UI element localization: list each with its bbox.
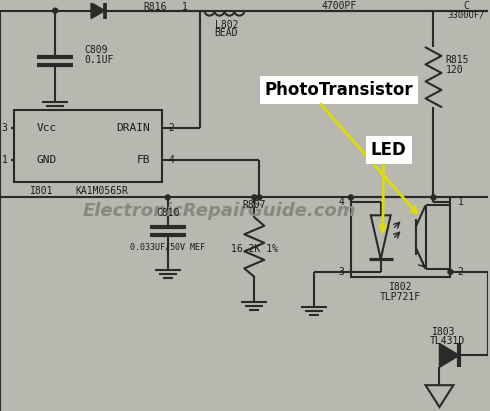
Text: I801: I801 xyxy=(30,187,54,196)
Text: 4700PF: 4700PF xyxy=(321,1,357,11)
Text: R807: R807 xyxy=(243,200,266,210)
Bar xyxy=(351,197,450,277)
Text: GND: GND xyxy=(36,155,56,165)
Bar xyxy=(14,110,162,182)
Text: C810: C810 xyxy=(156,208,179,218)
Text: 3: 3 xyxy=(338,267,344,277)
Polygon shape xyxy=(91,3,105,18)
Text: 0.033UF/50V MEF: 0.033UF/50V MEF xyxy=(130,242,205,252)
Circle shape xyxy=(448,270,453,275)
Text: L802: L802 xyxy=(215,20,238,30)
Circle shape xyxy=(53,8,58,13)
Text: 0.1UF: 0.1UF xyxy=(84,55,114,65)
Text: C809: C809 xyxy=(84,45,108,55)
Text: 3300UF/: 3300UF/ xyxy=(447,10,485,19)
Text: 1: 1 xyxy=(182,2,188,12)
Text: R815: R815 xyxy=(445,55,469,65)
Text: 16.2K 1%: 16.2K 1% xyxy=(231,244,278,254)
Circle shape xyxy=(257,195,262,200)
Text: 4: 4 xyxy=(169,155,174,165)
Text: 120: 120 xyxy=(445,65,463,75)
Text: KA1M0565R: KA1M0565R xyxy=(75,187,128,196)
Text: 1: 1 xyxy=(1,155,7,165)
Text: I802: I802 xyxy=(389,282,413,292)
Text: DRAIN: DRAIN xyxy=(116,123,150,133)
Text: 2: 2 xyxy=(457,267,463,277)
Text: ElectronicRepairGuide.com: ElectronicRepairGuide.com xyxy=(83,202,356,220)
Polygon shape xyxy=(440,344,459,367)
Text: 2: 2 xyxy=(169,123,174,133)
Text: R816: R816 xyxy=(143,2,167,12)
Text: LED: LED xyxy=(371,141,407,159)
Text: 4: 4 xyxy=(338,197,344,208)
Text: FB: FB xyxy=(136,155,150,165)
Text: TL431D: TL431D xyxy=(430,337,465,346)
Text: Vcc: Vcc xyxy=(36,123,56,133)
Circle shape xyxy=(165,195,170,200)
Text: C: C xyxy=(464,1,469,11)
Text: 1: 1 xyxy=(457,197,463,208)
Text: TLP721F: TLP721F xyxy=(380,292,421,302)
Circle shape xyxy=(252,195,257,200)
Text: PhotoTransistor: PhotoTransistor xyxy=(265,81,413,99)
Text: I803: I803 xyxy=(432,326,455,337)
Text: 3: 3 xyxy=(1,123,7,133)
Text: BEAD: BEAD xyxy=(215,28,238,39)
Circle shape xyxy=(431,195,436,200)
Circle shape xyxy=(348,195,353,200)
